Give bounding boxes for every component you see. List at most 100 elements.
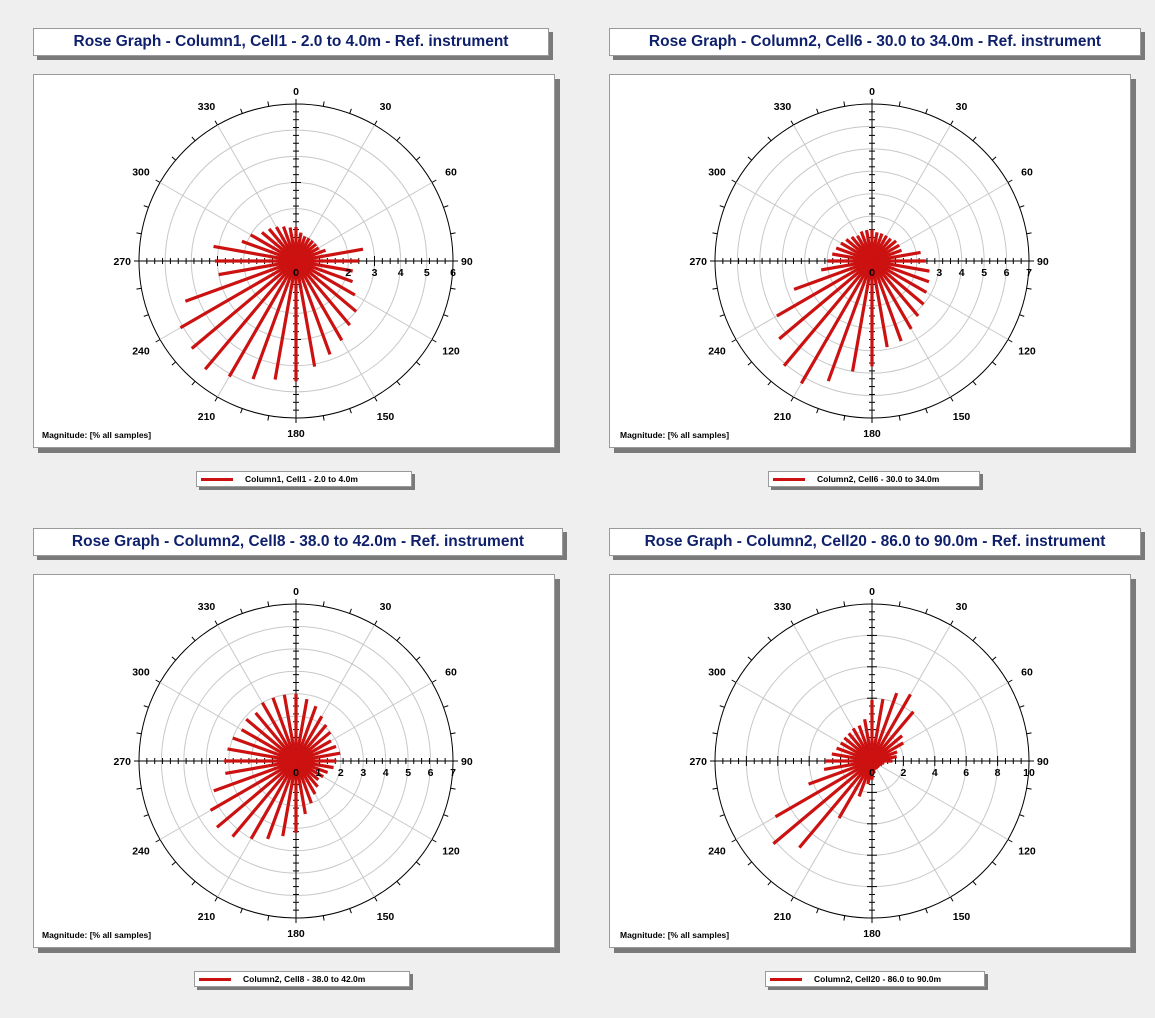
- rose-panel-3: Rose Graph - Column2, Cell8 - 38.0 to 42…: [33, 528, 593, 1018]
- angle-label: 270: [689, 756, 707, 768]
- angle-tick: [171, 861, 177, 866]
- angle-tick: [349, 908, 352, 914]
- rose-bar: [837, 760, 874, 819]
- angle-tick: [431, 679, 437, 683]
- angle-tick: [1019, 705, 1025, 708]
- angle-label: 120: [1018, 846, 1036, 858]
- rose-bar: [260, 701, 298, 762]
- magnitude-label: Magnitude: [% all samples]: [42, 430, 152, 440]
- rose-bar: [294, 259, 358, 313]
- rose-bar: [225, 759, 297, 776]
- angle-tick: [747, 656, 753, 661]
- angle-label: 90: [1037, 256, 1049, 268]
- angle-label: 150: [377, 411, 395, 423]
- chart-title: Rose Graph - Column1, Cell1 - 2.0 to 4.0…: [33, 28, 549, 56]
- angle-tick: [415, 156, 421, 161]
- angle-tick: [431, 839, 437, 843]
- legend: Column2, Cell20 - 86.0 to 90.0m: [765, 971, 985, 987]
- rose-bar: [871, 259, 930, 273]
- angle-tick: [136, 287, 142, 290]
- angle-label: 210: [198, 411, 216, 423]
- rose-bar: [288, 227, 298, 262]
- angle-tick: [374, 620, 378, 626]
- magnitude-label: Magnitude: [% all samples]: [620, 930, 730, 940]
- rose-bar: [249, 760, 298, 840]
- angle-tick: [1019, 205, 1025, 208]
- angle-tick: [349, 108, 352, 114]
- angle-label: 240: [132, 846, 150, 858]
- rose-bar: [294, 260, 332, 355]
- angle-tick: [155, 179, 161, 183]
- angle-label: 240: [708, 346, 726, 358]
- rose-bar: [215, 759, 298, 829]
- radial-tick-label: 7: [1026, 267, 1032, 279]
- angle-tick: [816, 108, 819, 114]
- angle-label: 240: [132, 346, 150, 358]
- angle-tick: [747, 361, 753, 366]
- rose-bar: [232, 736, 297, 763]
- angle-label: 30: [380, 101, 392, 113]
- angle-tick: [950, 896, 954, 902]
- angle-tick: [450, 732, 456, 735]
- angle-tick: [443, 205, 449, 208]
- angle-label: 180: [287, 428, 305, 440]
- angle-tick: [214, 396, 218, 402]
- plot-area: 0 2 3 4 5 6 0 30 60 90 120 150 180 210 240 270 300 330 Ma…: [33, 74, 555, 448]
- angle-tick: [767, 136, 772, 142]
- rose-bar: [231, 759, 298, 838]
- angle-label: 210: [198, 911, 216, 923]
- radial-tick-label: 3: [936, 267, 942, 279]
- angle-tick: [991, 656, 997, 661]
- rose-bar: [870, 260, 889, 348]
- angle-label: 0: [869, 86, 875, 98]
- angle-tick: [267, 415, 270, 421]
- angle-tick: [790, 896, 794, 902]
- angle-label: 330: [198, 101, 216, 113]
- angle-tick: [767, 380, 772, 386]
- angle-tick: [450, 232, 456, 235]
- angle-tick: [712, 732, 718, 735]
- rose-bar: [295, 259, 354, 284]
- angle-tick: [267, 601, 270, 607]
- angle-label: 270: [113, 256, 131, 268]
- angle-label: 30: [956, 601, 968, 613]
- angle-label: 90: [461, 756, 473, 768]
- angle-label: 270: [689, 256, 707, 268]
- radial-tick-label: 5: [424, 267, 430, 279]
- angle-tick: [450, 287, 456, 290]
- angle-tick: [214, 896, 218, 902]
- angle-tick: [719, 705, 725, 708]
- radial-tick-label: 6: [963, 767, 969, 779]
- rose-bar: [871, 259, 930, 284]
- angle-label: 150: [953, 411, 971, 423]
- rose-bar: [295, 247, 364, 263]
- angle-tick: [712, 787, 718, 790]
- angle-tick: [136, 732, 142, 735]
- angle-tick: [214, 120, 218, 126]
- rose-bars: [209, 693, 341, 840]
- angle-tick: [843, 601, 846, 607]
- rose-bar: [294, 260, 317, 367]
- angle-tick: [240, 608, 243, 614]
- angle-tick: [972, 880, 977, 886]
- angle-tick: [374, 396, 378, 402]
- angle-tick: [240, 108, 243, 114]
- rose-bar: [245, 717, 298, 763]
- legend-label: Column2, Cell8 - 38.0 to 42.0m: [243, 974, 366, 984]
- rose-bar: [294, 259, 352, 327]
- angle-tick: [972, 636, 977, 642]
- angle-label: 120: [442, 346, 460, 358]
- angle-label: 180: [863, 928, 881, 940]
- angle-label: 0: [869, 586, 875, 598]
- angle-tick: [712, 287, 718, 290]
- angle-label: 120: [1018, 346, 1036, 358]
- angle-tick: [712, 232, 718, 235]
- angle-label: 120: [442, 846, 460, 858]
- radial-tick-label: 6: [450, 267, 456, 279]
- rose-bar: [266, 760, 298, 840]
- rose-bar: [870, 260, 903, 342]
- legend-label: Column1, Cell1 - 2.0 to 4.0m: [245, 474, 358, 484]
- legend: Column1, Cell1 - 2.0 to 4.0m: [196, 471, 412, 487]
- legend: Column2, Cell8 - 38.0 to 42.0m: [194, 971, 410, 987]
- angle-tick: [898, 415, 901, 421]
